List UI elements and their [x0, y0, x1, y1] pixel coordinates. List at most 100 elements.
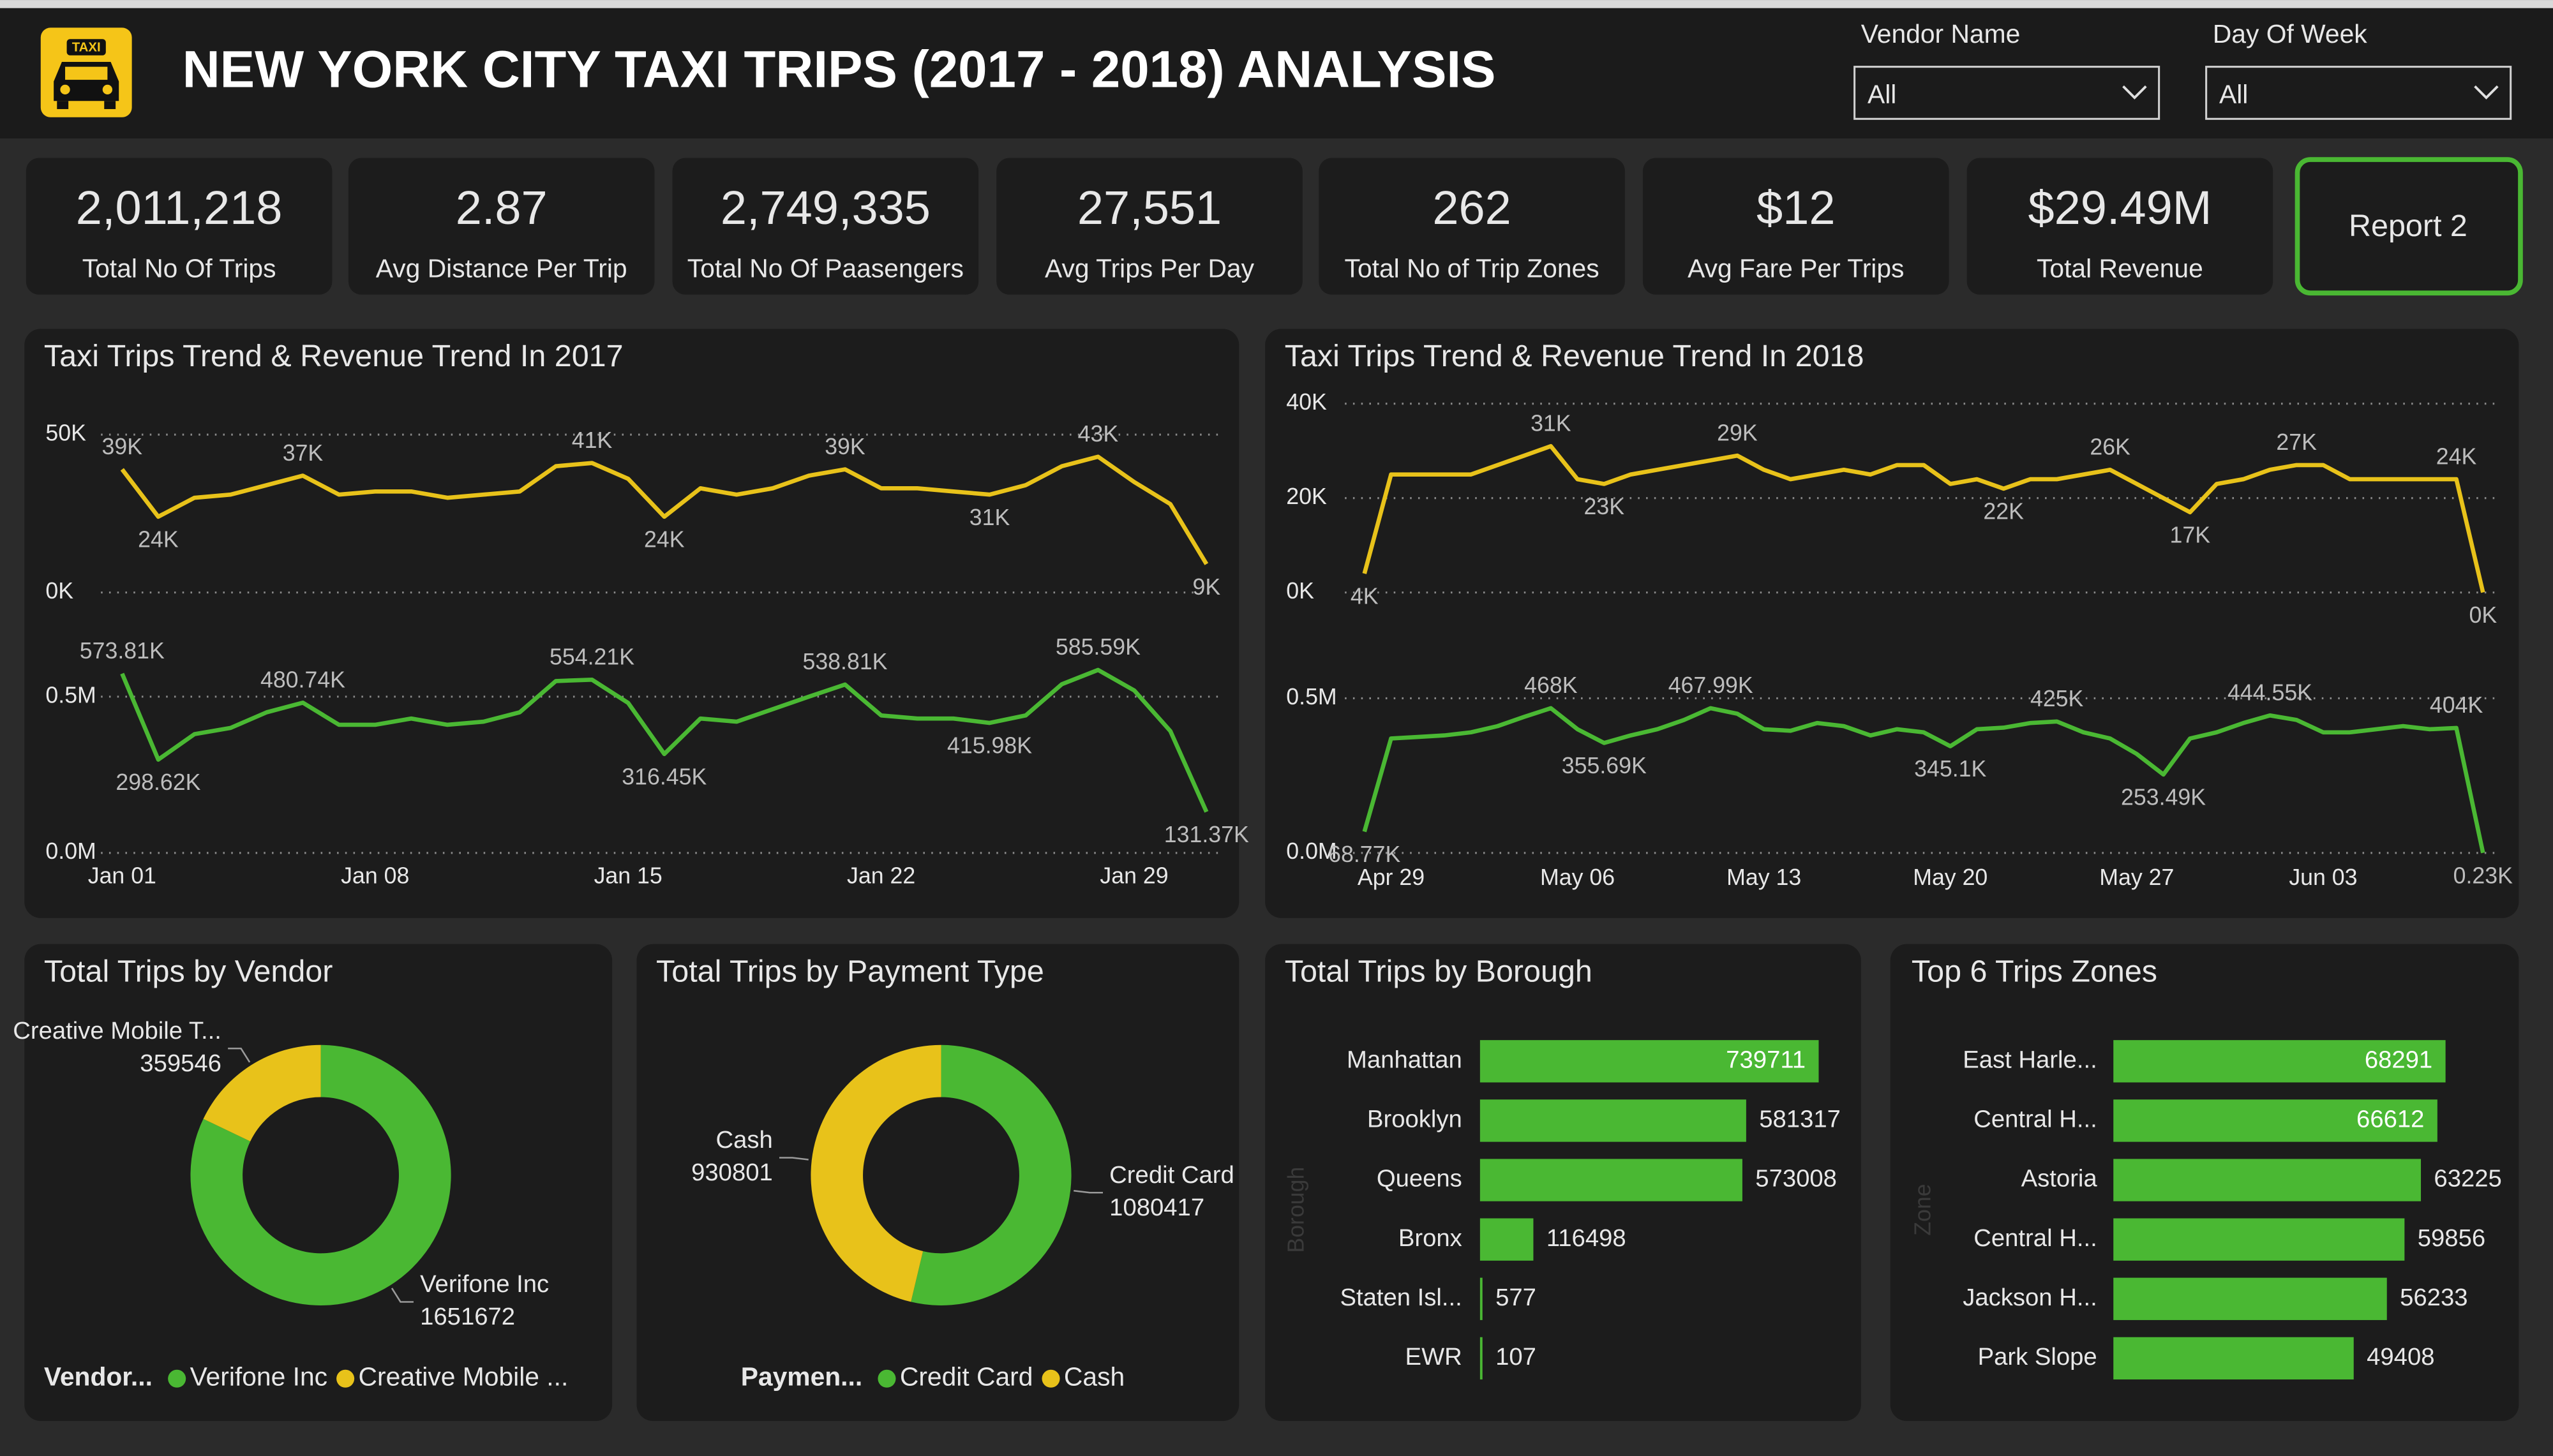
panel [636, 944, 1239, 1422]
data-label: 22K [1983, 499, 2024, 524]
kpi-value: 262 [1432, 181, 1511, 234]
data-label: 29K [1717, 420, 1758, 445]
legend-swatch [336, 1369, 355, 1388]
kpi-card [1319, 158, 1625, 295]
kpi-card [26, 158, 333, 295]
y-tick-label: Bronx [1398, 1224, 1462, 1252]
kpi-label: Total No Of Trips [82, 253, 276, 283]
icon-sign [66, 39, 106, 56]
chart-title: Total Trips by Payment Type [656, 954, 1044, 988]
legend-swatch [1042, 1369, 1060, 1388]
legend-label: Creative Mobile ... [359, 1362, 569, 1392]
y-tick-label: Staten Isl... [1340, 1284, 1462, 1311]
panels [24, 329, 2519, 1422]
legend-label: Verifone Inc [190, 1362, 327, 1392]
data-label: 0.23K [2453, 863, 2513, 888]
bar [2113, 1099, 2437, 1142]
report-button-label: Report 2 [2349, 209, 2467, 243]
chart-title: Total Trips by Borough [1285, 954, 1592, 988]
y-axis-title: Zone [1910, 1184, 1936, 1235]
y-tick-label: 0K [45, 578, 73, 604]
bar [2113, 1159, 2422, 1201]
bar [2113, 1218, 2405, 1261]
kpi-label: Total Revenue [2037, 253, 2203, 283]
data-label: 31K [1531, 411, 1571, 436]
legend-swatch [168, 1369, 186, 1388]
data-label: 581317 [1759, 1106, 1841, 1133]
legend-title: Vendor... [44, 1362, 153, 1392]
panel [24, 944, 613, 1422]
data-label-name: Creative Mobile T... [13, 1017, 221, 1044]
y-tick-label: 0.0M [45, 838, 96, 864]
data-label: 585.59K [1056, 634, 1141, 660]
x-tick-label: Jan 01 [88, 863, 156, 888]
data-label: 17K [2170, 523, 2211, 548]
data-label: 31K [970, 505, 1010, 530]
data-label: 415.98K [947, 733, 1032, 759]
kpi-value: $12 [1756, 181, 1835, 234]
filter-box[interactable] [1853, 66, 2160, 120]
y-tick-label: 0.5M [45, 682, 96, 708]
data-label-name: Verifone Inc [420, 1270, 549, 1298]
icon-light [102, 84, 113, 95]
icon-light [60, 84, 70, 95]
y-tick-label: EWR [1405, 1343, 1462, 1371]
data-label: 573.81K [80, 638, 165, 664]
x-tick-label: May 27 [2099, 865, 2174, 890]
report-button[interactable] [2295, 157, 2523, 296]
dropdown-chevron [2122, 85, 2147, 100]
leader-line [779, 1157, 809, 1161]
y-tick-label: 20K [1286, 484, 1327, 509]
chart-title: Total Trips by Vendor [44, 954, 333, 988]
kpi-value: 2,011,218 [76, 181, 283, 234]
data-label: 316.45K [622, 764, 707, 789]
y-tick-label: Astoria [2021, 1165, 2098, 1192]
y-tick-label: Central H... [1973, 1106, 2097, 1133]
bar [1479, 1159, 1742, 1201]
legend-title: Paymen... [741, 1362, 862, 1392]
bar [2113, 1040, 2446, 1083]
chart-title: Top 6 Trips Zones [1912, 954, 2157, 988]
series-line [120, 454, 1209, 565]
data-label: 68.77K [1328, 842, 1400, 867]
x-tick-label: Jan 22 [847, 863, 915, 888]
data-label: 24K [2436, 443, 2477, 469]
data-label: 573008 [1755, 1165, 1837, 1192]
kpi-card [996, 158, 1303, 295]
y-tick-label: 40K [1286, 389, 1327, 415]
y-tick-label: 0K [1286, 578, 1314, 604]
x-tick-label: Jun 03 [2289, 865, 2357, 890]
bar [1479, 1277, 1483, 1320]
x-tick-label: Apr 29 [1358, 865, 1425, 890]
data-label-value: 359546 [140, 1050, 221, 1077]
y-tick-label: Jackson H... [1963, 1284, 2097, 1311]
data-label: 39K [825, 434, 865, 459]
filter-box[interactable] [2205, 66, 2512, 120]
kpi-label: Avg Distance Per Trip [376, 253, 627, 283]
x-tick-label: May 06 [1540, 865, 1615, 890]
x-tick-label: May 20 [1913, 865, 1988, 890]
data-label: 107 [1495, 1343, 1536, 1371]
data-label: 59856 [2418, 1224, 2485, 1252]
series-line [1362, 443, 2485, 593]
y-tick-label: Park Slope [1978, 1343, 2097, 1371]
x-tick-label: Jan 15 [594, 863, 663, 888]
bar [1479, 1040, 1819, 1083]
legend-label: Credit Card [900, 1362, 1033, 1392]
kpi-value: 2,749,335 [721, 181, 931, 234]
leader-line [1074, 1190, 1103, 1194]
data-label: 9K [1192, 574, 1220, 600]
data-label: 131.37K [1164, 822, 1249, 847]
data-label: 43K [1078, 421, 1119, 447]
data-label: 253.49K [2121, 785, 2206, 810]
data-label: 63225 [2434, 1165, 2501, 1192]
data-label-name: Credit Card [1109, 1161, 1234, 1189]
data-label: 23K [1584, 494, 1625, 519]
data-label: 480.74K [260, 667, 345, 693]
bar [2113, 1337, 2354, 1380]
panel [1265, 329, 2519, 918]
filter-label: Vendor Name [1861, 19, 2020, 48]
data-label: 739711 [1726, 1046, 1806, 1073]
donut-segment [203, 1044, 321, 1141]
